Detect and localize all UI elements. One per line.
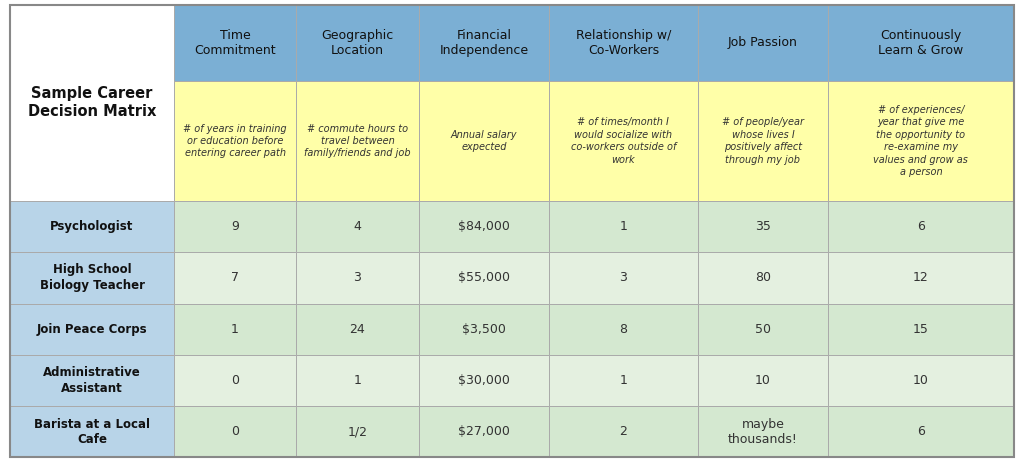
Text: High School
Biology Teacher: High School Biology Teacher [40,263,144,292]
Bar [296,304,419,354]
Text: $30,000: $30,000 [458,374,510,387]
Bar [828,252,1014,304]
Bar [549,252,697,304]
Text: Annual salary
expected: Annual salary expected [451,130,517,152]
Text: Psychologist: Psychologist [50,220,134,233]
Bar [296,252,419,304]
Bar [174,304,296,354]
Text: 1: 1 [231,322,239,335]
Text: $3,500: $3,500 [462,322,506,335]
Text: 8: 8 [620,322,628,335]
Text: Sample Career
Decision Matrix: Sample Career Decision Matrix [28,86,157,119]
Text: 12: 12 [913,271,929,284]
Bar [549,354,697,407]
Text: # of times/month I
would socialize with
co-workers outside of
work: # of times/month I would socialize with … [570,117,676,164]
Text: 1: 1 [620,374,628,387]
Text: 1: 1 [620,220,628,233]
Text: 24: 24 [349,322,366,335]
Bar [828,81,1014,201]
Bar [549,407,697,457]
Text: 1/2: 1/2 [347,426,368,438]
Text: 2: 2 [620,426,628,438]
Text: Geographic
Location: Geographic Location [322,29,393,57]
Bar [697,252,828,304]
Bar [697,304,828,354]
Text: # of years in training
or education before
entering career path: # of years in training or education befo… [183,124,287,158]
Bar [549,81,697,201]
Bar [697,354,828,407]
Text: # commute hours to
travel between
family/friends and job: # commute hours to travel between family… [304,124,411,158]
Text: Financial
Independence: Financial Independence [439,29,528,57]
Bar [419,81,549,201]
Bar [10,5,174,201]
Text: Job Passion: Job Passion [728,36,798,49]
Text: 3: 3 [620,271,628,284]
Text: Administrative
Assistant: Administrative Assistant [43,366,141,395]
Text: 3: 3 [353,271,361,284]
Bar [549,201,697,252]
Bar [697,5,828,81]
Text: $27,000: $27,000 [458,426,510,438]
Text: # of experiences/
year that give me
the opportunity to
re-examine my
values and : # of experiences/ year that give me the … [873,105,969,177]
Text: 4: 4 [353,220,361,233]
Bar [296,354,419,407]
Bar [296,201,419,252]
Text: 0: 0 [231,426,239,438]
Text: $55,000: $55,000 [458,271,510,284]
Bar [10,252,174,304]
Bar [828,304,1014,354]
Bar [419,201,549,252]
Text: Time
Commitment: Time Commitment [195,29,275,57]
Text: 7: 7 [231,271,239,284]
Bar [697,201,828,252]
Text: 9: 9 [231,220,239,233]
Bar [174,81,296,201]
Bar [296,81,419,201]
Text: # of people/year
whose lives I
positively affect
through my job: # of people/year whose lives I positivel… [722,117,804,164]
Text: Barista at a Local
Cafe: Barista at a Local Cafe [34,418,151,446]
Bar [828,407,1014,457]
Bar [419,5,549,81]
Bar [10,354,174,407]
Bar [419,354,549,407]
Bar [174,252,296,304]
Text: Join Peace Corps: Join Peace Corps [37,322,147,335]
Text: Relationship w/
Co-Workers: Relationship w/ Co-Workers [575,29,671,57]
Text: 80: 80 [755,271,771,284]
Text: 35: 35 [755,220,771,233]
Bar [174,354,296,407]
Bar [174,201,296,252]
Bar [697,81,828,201]
Bar [10,201,174,252]
Bar [296,5,419,81]
Bar [174,5,296,81]
Bar [549,304,697,354]
Bar [174,407,296,457]
Bar [549,5,697,81]
Bar [828,354,1014,407]
Text: maybe
thousands!: maybe thousands! [728,418,798,446]
Bar [419,407,549,457]
Text: 10: 10 [913,374,929,387]
Bar [10,304,174,354]
Text: 10: 10 [755,374,771,387]
Text: 6: 6 [918,426,925,438]
Text: 50: 50 [755,322,771,335]
Text: 15: 15 [913,322,929,335]
Bar [828,5,1014,81]
Bar [10,407,174,457]
Text: 0: 0 [231,374,239,387]
Bar [296,407,419,457]
Bar [419,304,549,354]
Text: 1: 1 [353,374,361,387]
Text: 6: 6 [918,220,925,233]
Bar [419,252,549,304]
Text: $84,000: $84,000 [458,220,510,233]
Bar [697,407,828,457]
Bar [828,201,1014,252]
Text: Continuously
Learn & Grow: Continuously Learn & Grow [879,29,964,57]
